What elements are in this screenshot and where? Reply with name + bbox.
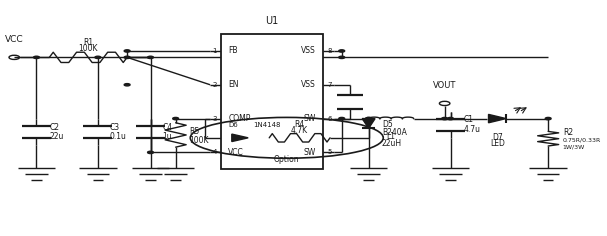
Circle shape (339, 118, 345, 120)
Circle shape (339, 56, 345, 59)
Text: 6: 6 (327, 116, 331, 122)
Circle shape (365, 118, 371, 120)
Text: 5: 5 (327, 149, 331, 155)
Text: C1: C1 (463, 115, 473, 124)
Text: C4: C4 (162, 123, 172, 132)
Text: 22u: 22u (49, 132, 64, 141)
Text: 1: 1 (212, 48, 217, 54)
Text: EN: EN (228, 80, 239, 89)
Text: 22uH: 22uH (381, 139, 401, 148)
Text: R5: R5 (190, 127, 200, 136)
Polygon shape (232, 134, 248, 142)
Text: D6: D6 (228, 122, 238, 128)
Text: 1W/3W: 1W/3W (563, 144, 585, 149)
Text: L1: L1 (387, 132, 396, 141)
Text: 1u: 1u (162, 132, 172, 141)
Text: 4.7u: 4.7u (463, 125, 480, 134)
Text: U1: U1 (265, 16, 279, 26)
Text: D5: D5 (382, 120, 393, 129)
Circle shape (124, 56, 130, 59)
Text: VOUT: VOUT (433, 81, 456, 90)
Text: 0.75R/0.33R: 0.75R/0.33R (563, 137, 601, 142)
Text: R4: R4 (294, 121, 305, 130)
Text: VSS: VSS (300, 46, 316, 55)
Circle shape (95, 56, 101, 59)
Text: B240A: B240A (382, 128, 407, 137)
Text: SW: SW (303, 114, 316, 123)
Text: Option: Option (274, 156, 300, 164)
Circle shape (545, 118, 551, 120)
Text: 100K: 100K (78, 44, 98, 53)
Text: 1N4148: 1N4148 (253, 122, 280, 128)
Text: D7: D7 (492, 133, 503, 142)
Text: 100K: 100K (190, 136, 209, 145)
Circle shape (365, 118, 371, 120)
Text: SW: SW (303, 148, 316, 157)
Circle shape (447, 118, 453, 120)
Text: COMP: COMP (228, 114, 251, 123)
Text: C2: C2 (49, 123, 59, 132)
Polygon shape (489, 114, 506, 123)
Text: VCC: VCC (5, 35, 24, 44)
Circle shape (339, 50, 345, 52)
Text: 4: 4 (212, 149, 217, 155)
Circle shape (148, 56, 154, 59)
Text: 4.7K: 4.7K (291, 126, 308, 135)
Polygon shape (362, 118, 375, 128)
Text: 7: 7 (327, 82, 331, 88)
Text: FB: FB (228, 46, 238, 55)
Circle shape (124, 50, 130, 52)
Text: 2: 2 (212, 82, 217, 88)
Circle shape (173, 118, 178, 120)
Text: R1: R1 (83, 38, 93, 47)
Text: 3: 3 (212, 116, 217, 122)
Circle shape (124, 84, 130, 86)
Text: VSS: VSS (300, 80, 316, 89)
Circle shape (148, 151, 154, 154)
Text: C3: C3 (110, 123, 120, 132)
Text: 0.1u: 0.1u (110, 132, 126, 141)
Circle shape (442, 118, 447, 120)
Text: VCC: VCC (228, 148, 244, 157)
FancyBboxPatch shape (221, 34, 323, 169)
Text: 8: 8 (327, 48, 331, 54)
Circle shape (33, 56, 39, 59)
Text: LED: LED (490, 139, 505, 148)
Text: R2: R2 (563, 128, 573, 137)
